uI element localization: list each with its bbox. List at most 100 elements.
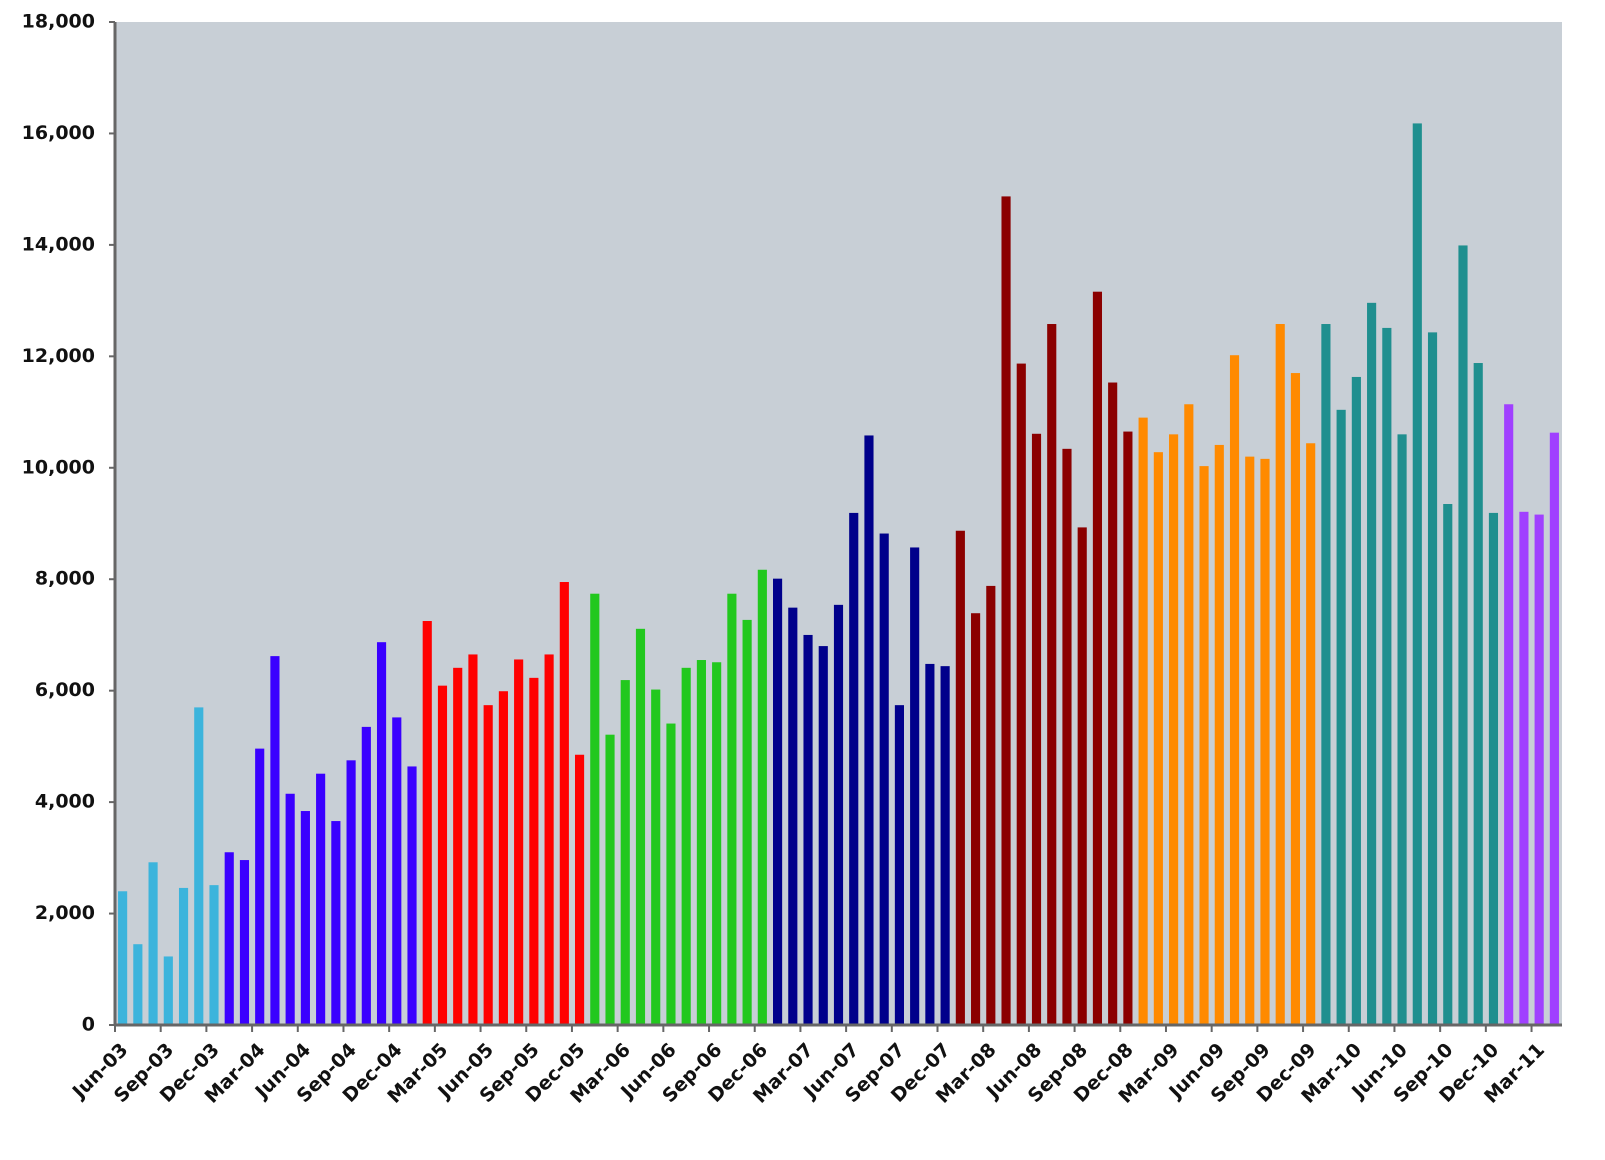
bar: [818, 646, 828, 1025]
bar: [742, 619, 752, 1025]
bar: [1016, 363, 1026, 1025]
y-tick-label: 18,000: [22, 11, 95, 33]
bar: [1047, 324, 1057, 1026]
bar: [1519, 511, 1529, 1025]
bar: [224, 852, 234, 1025]
bar: [1214, 444, 1224, 1026]
bar: [544, 654, 554, 1025]
bar: [681, 667, 691, 1025]
bar: [1306, 443, 1316, 1025]
bar: [757, 569, 767, 1025]
bar: [316, 773, 326, 1025]
bar: [1443, 503, 1453, 1026]
bar: [1275, 324, 1285, 1026]
y-tick-label: 4,000: [35, 791, 95, 813]
bar: [422, 621, 432, 1025]
bar: [1031, 433, 1042, 1025]
bar: [392, 717, 402, 1025]
bar: [209, 885, 219, 1025]
y-tick-label: 2,000: [35, 902, 95, 924]
bar: [376, 642, 387, 1025]
bar: [955, 530, 965, 1025]
bar: [1108, 382, 1118, 1025]
bar: [118, 891, 128, 1025]
bar: [1351, 376, 1361, 1025]
bar: [148, 862, 158, 1025]
bar: [651, 689, 661, 1025]
bar: [1504, 404, 1514, 1025]
bar: [331, 821, 341, 1025]
bar: [1473, 363, 1483, 1025]
bar: [1534, 514, 1544, 1025]
bar: [574, 754, 585, 1025]
bar: [1092, 291, 1103, 1025]
bar: [1290, 373, 1301, 1025]
bar: [773, 578, 783, 1025]
bar: [285, 793, 295, 1025]
bar: [1336, 409, 1346, 1025]
bar: [666, 723, 676, 1025]
y-tick-label: 8,000: [35, 568, 95, 590]
bar: [453, 667, 463, 1025]
bar: [910, 547, 920, 1025]
bar: [590, 593, 600, 1025]
y-tick-label: 0: [82, 1014, 95, 1036]
bar: [1184, 404, 1194, 1025]
bar: [483, 705, 493, 1025]
bar: [1001, 196, 1011, 1026]
bar: [803, 634, 813, 1025]
bar: [894, 705, 904, 1025]
bar: [940, 666, 950, 1025]
y-tick-label: 6,000: [35, 679, 95, 701]
bar: [1153, 452, 1163, 1026]
bar: [407, 766, 417, 1025]
bar: [1488, 512, 1499, 1025]
bar: [1458, 245, 1468, 1025]
bar: [1138, 417, 1148, 1025]
bar: [849, 512, 859, 1025]
bar: [879, 533, 889, 1025]
bar: [300, 811, 310, 1025]
bar: [1412, 123, 1422, 1026]
bar: [727, 593, 737, 1025]
bar: [1229, 355, 1240, 1026]
y-tick-label: 10,000: [22, 456, 95, 478]
bar: [1397, 434, 1407, 1025]
bar: [361, 726, 371, 1025]
bar: [468, 654, 478, 1025]
bar: [1245, 456, 1255, 1026]
bar: [1382, 327, 1392, 1025]
bar: [529, 677, 539, 1025]
bar: [620, 680, 630, 1025]
bar: [788, 607, 798, 1025]
bar: [1169, 434, 1179, 1025]
bar: [1549, 432, 1559, 1025]
bar: [605, 734, 615, 1025]
bar: [1123, 431, 1133, 1025]
y-tick-label: 14,000: [22, 233, 95, 255]
bar: [712, 662, 722, 1025]
bar: [255, 748, 265, 1025]
bar: [178, 887, 189, 1025]
bar: [346, 760, 356, 1025]
bar: [925, 663, 935, 1025]
bar: [1260, 458, 1270, 1026]
bar: [1321, 324, 1331, 1026]
y-tick-label: 16,000: [22, 122, 95, 144]
bar: [559, 582, 569, 1025]
bar: [270, 656, 280, 1025]
bar: [1062, 448, 1072, 1025]
bar: [971, 613, 981, 1025]
bar: [1427, 332, 1438, 1025]
bar: [194, 707, 204, 1025]
bar: [833, 604, 844, 1025]
bar: [986, 585, 996, 1025]
bar: [437, 685, 448, 1025]
bar: [1199, 466, 1209, 1026]
y-tick-label: 12,000: [22, 345, 95, 367]
bar: [163, 956, 173, 1025]
bar: [133, 944, 143, 1025]
bar: [696, 660, 706, 1025]
bar: [514, 659, 524, 1025]
bar: [239, 860, 250, 1025]
